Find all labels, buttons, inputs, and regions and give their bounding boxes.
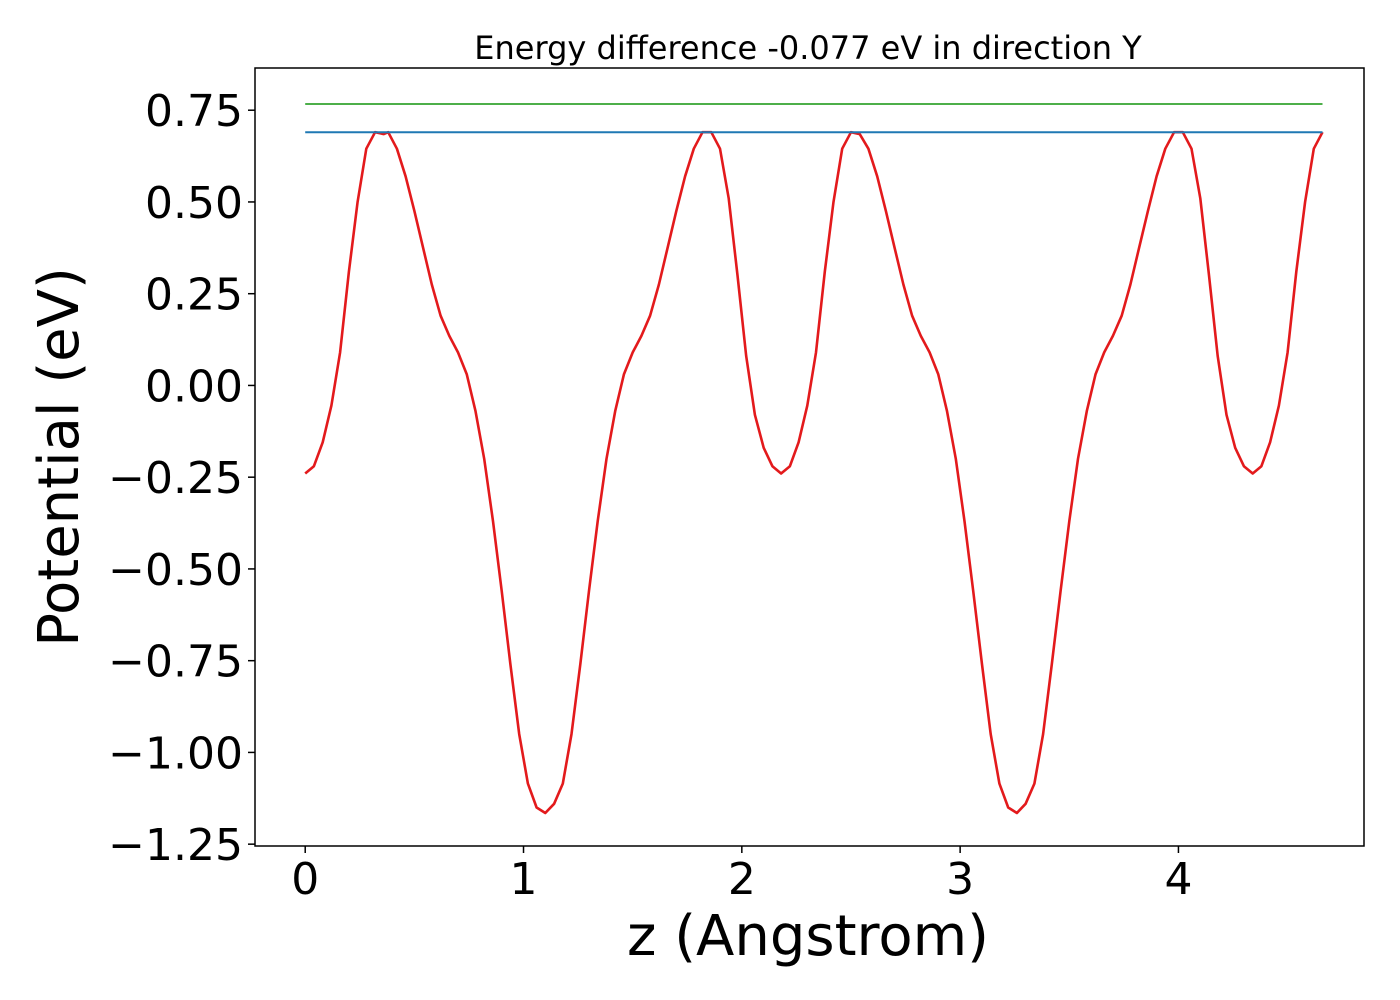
x-tick-label: 1 [510, 854, 538, 905]
y-tick-label: −0.25 [108, 453, 243, 504]
y-tick-label: −1.25 [108, 820, 243, 871]
plot-frame [254, 67, 1365, 847]
y-tick-label: 0.75 [145, 86, 243, 137]
x-axis: 0 1 2 3 4 [291, 846, 1192, 905]
x-tick-label: 2 [728, 854, 756, 905]
y-axis: 0.75 0.50 0.25 0.00 −0.25 −0.50 −0.75 −1.00 −1.2… [108, 86, 255, 871]
y-tick-label: 0.25 [145, 270, 243, 321]
x-tick-label: 0 [291, 854, 319, 905]
x-axis-label: z (Angstrom) [627, 904, 989, 969]
x-tick-label: 4 [1164, 854, 1192, 905]
chart-title: Energy difference -0.077 eV in direction… [474, 29, 1142, 67]
y-tick-label: −0.75 [108, 637, 243, 688]
plot-area [304, 103, 1324, 815]
y-tick-label: −1.00 [108, 728, 243, 779]
y-tick-label: −0.50 [108, 545, 243, 596]
y-tick-label: 0.00 [145, 361, 243, 412]
x-tick-label: 3 [946, 854, 974, 905]
y-tick-label: 0.50 [145, 178, 243, 229]
y-axis-label: Potential (eV) [27, 267, 92, 647]
potential-curve [304, 130, 1324, 815]
